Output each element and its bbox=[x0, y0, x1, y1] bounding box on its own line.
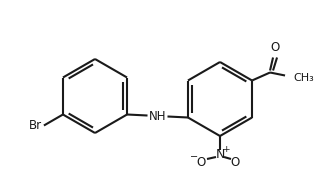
Text: +: + bbox=[222, 145, 229, 154]
Text: O: O bbox=[230, 155, 240, 169]
Text: CH₃: CH₃ bbox=[293, 73, 314, 83]
Text: O: O bbox=[196, 155, 206, 169]
Text: N: N bbox=[215, 148, 225, 161]
Text: Br: Br bbox=[29, 119, 42, 132]
Text: −: − bbox=[190, 152, 198, 162]
Text: NH: NH bbox=[149, 110, 166, 122]
Text: O: O bbox=[270, 41, 280, 54]
